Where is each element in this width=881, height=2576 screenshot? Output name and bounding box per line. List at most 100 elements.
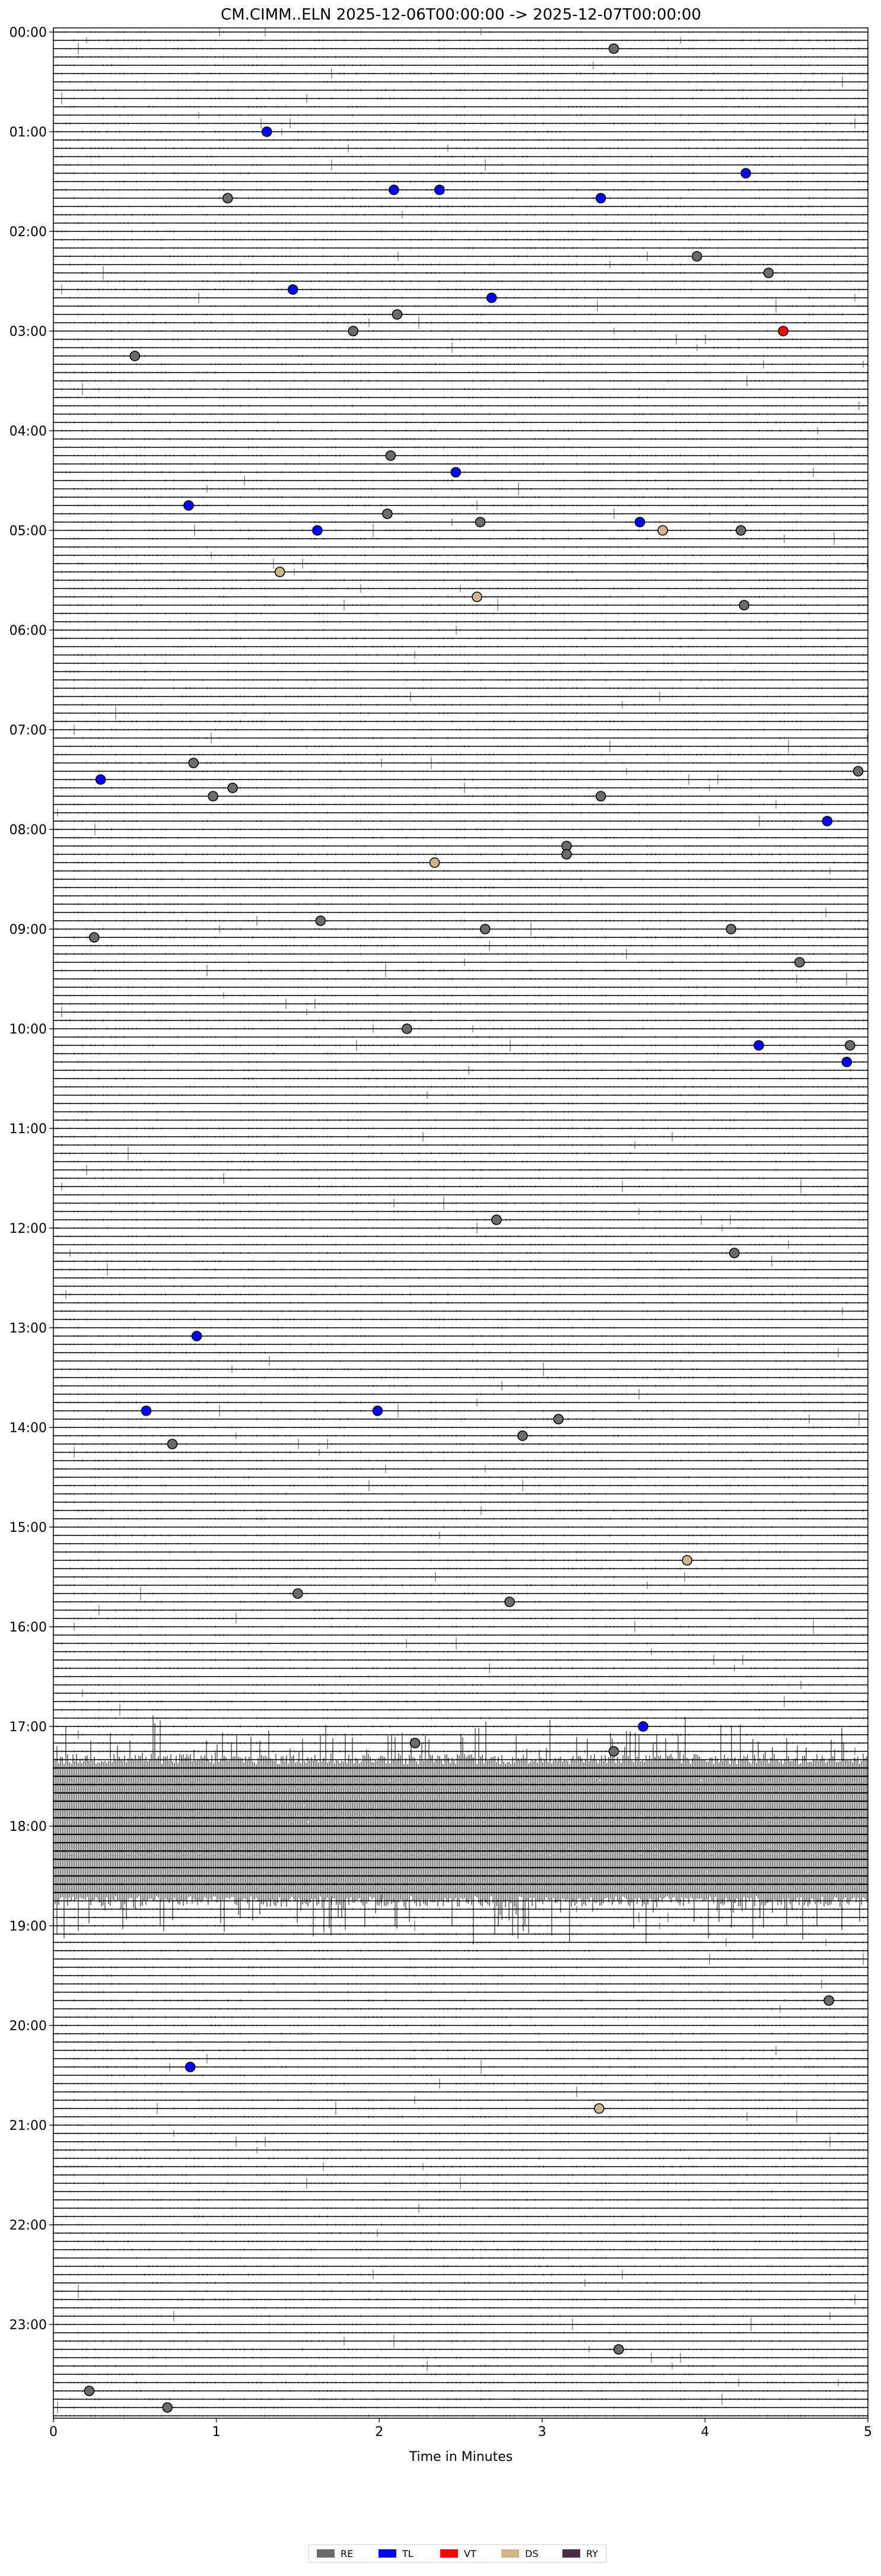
legend-label-ry: RY	[586, 2548, 598, 2559]
event-marker-re	[402, 1023, 412, 1034]
event-marker-tl	[822, 816, 833, 826]
event-marker-re	[385, 450, 396, 461]
x-tick-label: 3	[538, 2425, 546, 2440]
event-marker-ds	[274, 567, 285, 577]
y-tick-label: 04:00	[9, 424, 47, 439]
event-marker-re	[691, 251, 702, 262]
event-marker-re	[726, 924, 737, 934]
event-marker-tl	[312, 525, 323, 536]
chart-title: CM.CIMM..ELN 2025-12-06T00:00:00 -> 2025…	[221, 6, 701, 24]
y-tick-label: 23:00	[9, 2318, 47, 2333]
y-tick-label: 22:00	[9, 2218, 47, 2233]
y-tick-label: 16:00	[9, 1620, 47, 1635]
event-marker-re	[608, 43, 619, 54]
event-marker-re	[823, 1995, 834, 2006]
y-tick-label: 08:00	[9, 823, 47, 838]
event-marker-tl	[191, 1331, 202, 1341]
event-marker-ds	[682, 1555, 692, 1566]
event-marker-re	[613, 2344, 624, 2355]
legend-swatch-vt	[440, 2549, 458, 2558]
event-marker-tl	[185, 2062, 196, 2072]
event-marker-re	[553, 1414, 564, 1424]
legend-swatch-tl	[379, 2549, 396, 2558]
y-tick-label: 03:00	[9, 325, 47, 339]
event-marker-re	[162, 2402, 173, 2413]
event-marker-tl	[141, 1405, 152, 1416]
y-tick-label: 17:00	[9, 1720, 47, 1735]
x-tick-label: 2	[375, 2425, 383, 2440]
event-marker-re	[479, 924, 491, 934]
event-marker-re	[595, 791, 606, 802]
x-tick-label: 4	[701, 2425, 709, 2440]
y-tick-label: 00:00	[9, 26, 47, 40]
event-marker-re	[409, 1738, 421, 1748]
legend: RE TL VT DS RY	[308, 2544, 607, 2563]
event-marker-re	[845, 1040, 855, 1051]
event-markers	[84, 43, 864, 2413]
event-marker-re	[315, 915, 326, 926]
y-tick-label: 07:00	[9, 723, 47, 738]
event-marker-tl	[95, 774, 106, 785]
y-tick-label: 02:00	[9, 225, 47, 240]
event-marker-tl	[372, 1405, 383, 1416]
event-marker-ds	[657, 525, 668, 536]
event-marker-re	[729, 1248, 740, 1258]
y-tick-label: 14:00	[9, 1421, 47, 1436]
y-tick-label: 19:00	[9, 1919, 47, 1934]
event-marker-tl	[595, 193, 606, 203]
x-tick-label: 1	[212, 2425, 221, 2440]
legend-label-ds: DS	[525, 2548, 538, 2559]
y-tick-label: 05:00	[9, 524, 47, 539]
x-tick-label: 5	[864, 2425, 872, 2440]
event-marker-re	[517, 1430, 528, 1441]
event-marker-tl	[450, 467, 462, 478]
legend-swatch-ds	[501, 2549, 519, 2558]
event-marker-re	[475, 517, 486, 527]
x-tick-label: 0	[49, 2425, 58, 2440]
event-marker-ds	[429, 857, 440, 868]
event-marker-tl	[753, 1040, 764, 1051]
y-tick-label: 06:00	[9, 624, 47, 638]
event-marker-re	[222, 193, 233, 203]
y-tick-label: 12:00	[9, 1222, 47, 1236]
event-marker-re	[292, 1588, 303, 1599]
event-marker-re	[84, 2386, 95, 2396]
event-marker-re	[561, 849, 572, 860]
event-marker-tl	[183, 500, 194, 511]
legend-swatch-ry	[562, 2549, 580, 2558]
event-marker-re	[188, 758, 199, 768]
y-tick-label: 11:00	[9, 1122, 47, 1137]
event-marker-tl	[287, 284, 298, 295]
event-marker-tl	[434, 185, 445, 195]
event-marker-re	[129, 351, 141, 361]
event-marker-re	[739, 600, 750, 610]
event-marker-re	[392, 309, 403, 320]
legend-label-tl: TL	[402, 2548, 414, 2559]
y-tick-label: 20:00	[9, 2019, 47, 2034]
y-tick-label: 01:00	[9, 125, 47, 140]
event-marker-tl	[261, 126, 272, 137]
x-axis-label: Time in Minutes	[409, 2450, 513, 2464]
y-axis-ticks: 00:00 01:00 02:00 03:00 04:00 05:00 06:00 07:00…	[9, 26, 53, 2333]
event-marker-re	[167, 1439, 178, 1449]
event-marker-tl	[634, 517, 645, 527]
event-marker-tl	[740, 168, 751, 179]
event-marker-re	[763, 268, 774, 278]
event-marker-re	[736, 525, 746, 536]
event-marker-ds	[594, 2103, 605, 2114]
event-marker-ds	[472, 591, 482, 602]
y-tick-label: 09:00	[9, 923, 47, 937]
event-marker-vt	[778, 326, 788, 336]
event-marker-tl	[486, 292, 497, 303]
event-marker-tl	[389, 185, 399, 195]
event-marker-re	[208, 791, 218, 802]
legend-label-vt: VT	[464, 2548, 476, 2559]
y-tick-label: 18:00	[9, 1820, 47, 1834]
event-marker-re	[382, 508, 393, 519]
event-marker-re	[504, 1597, 515, 1607]
x-axis-ticks: 0 1 2 3 4 5	[49, 2418, 872, 2440]
plot-frame	[53, 27, 869, 2419]
y-tick-label: 15:00	[9, 1521, 47, 1535]
